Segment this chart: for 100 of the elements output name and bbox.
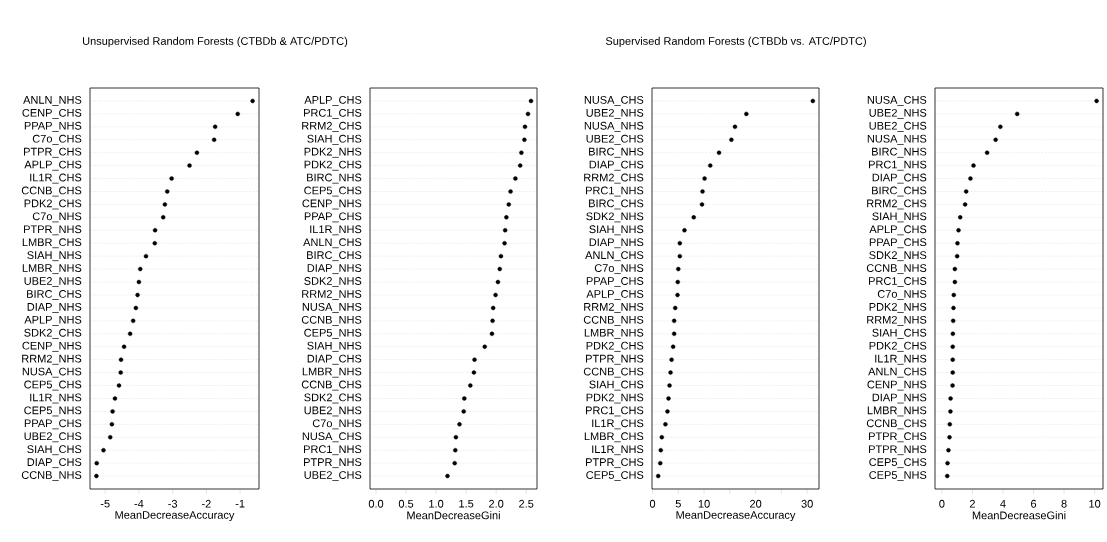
x-tick-label: 20 — [750, 499, 762, 508]
y-tick-label: PDK2_CHS — [586, 341, 644, 352]
y-tick-label: UBE2_CHS — [304, 471, 362, 481]
point — [490, 305, 496, 311]
y-tick-label: NUSA_CHS — [22, 367, 82, 378]
y-tick-label: CCNB_NHS — [866, 264, 927, 275]
y-tick-label: SIAH_CHS — [307, 134, 362, 145]
y-tick-label: PDK2_NHS — [869, 302, 927, 313]
y-tick-label: RRM2_CHS — [302, 121, 362, 132]
y-tick-label: PRC1_CHS — [304, 108, 362, 119]
point — [235, 111, 240, 117]
point — [94, 460, 99, 466]
point — [945, 473, 950, 479]
x-tick-label: 6 — [1031, 499, 1037, 508]
point — [958, 215, 963, 220]
point — [950, 383, 955, 388]
point — [108, 435, 113, 440]
x-tick-label: 1.5 — [459, 499, 474, 508]
y-tick-label: ANLN_CHS — [868, 367, 927, 378]
point — [133, 305, 139, 311]
point — [453, 435, 459, 440]
y-tick-label: ANLN_CHS — [585, 251, 644, 262]
point — [668, 370, 673, 375]
y-tick-label: ANLN_CHS — [303, 238, 362, 249]
y-tick-label: UBE2_NHS — [24, 277, 82, 287]
y-tick-label: RRM2_CHS — [867, 199, 927, 210]
y-tick-label: IL1R_NHS — [592, 445, 644, 456]
point — [658, 448, 663, 453]
y-tick-label: PTPR_CHS — [24, 147, 82, 158]
point — [187, 163, 192, 168]
point — [136, 279, 142, 285]
y-tick-label: IL1R_NHS — [30, 393, 82, 404]
x-tick-label: -1 — [235, 499, 245, 508]
x-tick-label: -5 — [100, 499, 110, 508]
y-tick-label: C7o_NHS — [877, 290, 927, 300]
y-tick-label: CCNB_NHS — [301, 315, 362, 326]
y-tick-label: PDK2_NHS — [304, 147, 362, 158]
y-tick-label: CENP_NHS — [867, 380, 927, 391]
point — [677, 253, 683, 259]
point — [161, 215, 166, 220]
point — [504, 215, 509, 220]
point — [669, 357, 674, 362]
point — [732, 124, 738, 130]
y-tick-label: NUSA_NHS — [867, 134, 927, 145]
point — [950, 370, 955, 375]
y-tick-label: C7o_CHS — [32, 134, 82, 145]
point — [517, 163, 523, 168]
y-tick-label: BIRC_CHS — [307, 251, 362, 262]
point — [471, 370, 477, 375]
y-tick-label: RRM2_NHS — [22, 354, 82, 365]
point — [945, 460, 950, 466]
y-tick-label: SIAH_NHS — [27, 251, 82, 262]
x-tick-label: 30 — [801, 499, 813, 508]
point — [118, 370, 123, 375]
point — [671, 331, 677, 336]
y-tick-label: PTPR_CHS — [869, 432, 927, 443]
x-tick-label: 0 — [649, 499, 656, 508]
x-axis-title: MeanDecreaseGini — [972, 511, 1066, 520]
point — [493, 292, 498, 298]
x-tick-label: 0.0 — [368, 499, 384, 508]
point — [998, 124, 1003, 130]
point — [508, 189, 513, 194]
point — [1014, 111, 1020, 117]
point — [457, 422, 462, 427]
point — [947, 435, 952, 440]
y-tick-label: NUSA_CHS — [867, 96, 927, 106]
y-tick-label: UBE2_CHS — [24, 432, 82, 443]
y-tick-label: UBE2_NHS — [304, 406, 362, 417]
x-tick-label: 2.5 — [519, 499, 534, 508]
x-tick-label: 5 — [675, 499, 681, 508]
x-tick-label: 0 — [939, 499, 945, 508]
point — [665, 409, 670, 414]
y-tick-label: APLP_CHS — [586, 290, 644, 300]
point — [671, 318, 677, 324]
y-tick-label: PPAP_CHS — [304, 212, 362, 223]
x-tick-label: 8 — [1061, 499, 1067, 508]
y-tick-label: LMBR_NHS — [22, 264, 82, 275]
y-tick-label: SIAH_CHS — [27, 445, 82, 456]
y-tick-label: BIRC_NHS — [307, 173, 362, 184]
point — [112, 396, 118, 401]
y-tick-label: SDK2_NHS — [869, 251, 927, 262]
point — [682, 228, 687, 233]
point — [452, 460, 457, 466]
point — [699, 202, 705, 207]
y-tick-label: NUSA_NHS — [302, 302, 362, 313]
y-tick-label: CENP_NHS — [302, 199, 362, 210]
point — [950, 331, 956, 336]
y-tick-label: BIRC_NHS — [589, 147, 644, 158]
y-tick-label: SDK2_NHS — [304, 277, 362, 287]
y-tick-label: CEP5_NHS — [24, 406, 82, 417]
point — [130, 318, 136, 324]
point — [663, 422, 668, 427]
point — [522, 124, 528, 130]
y-tick-label: RRM2_NHS — [584, 302, 644, 313]
point — [522, 137, 527, 142]
point — [165, 189, 170, 194]
point — [462, 396, 467, 401]
point — [468, 383, 473, 388]
y-tick-label: CENP_NHS — [22, 341, 82, 352]
y-tick-label: SDK2_CHS — [304, 393, 362, 404]
